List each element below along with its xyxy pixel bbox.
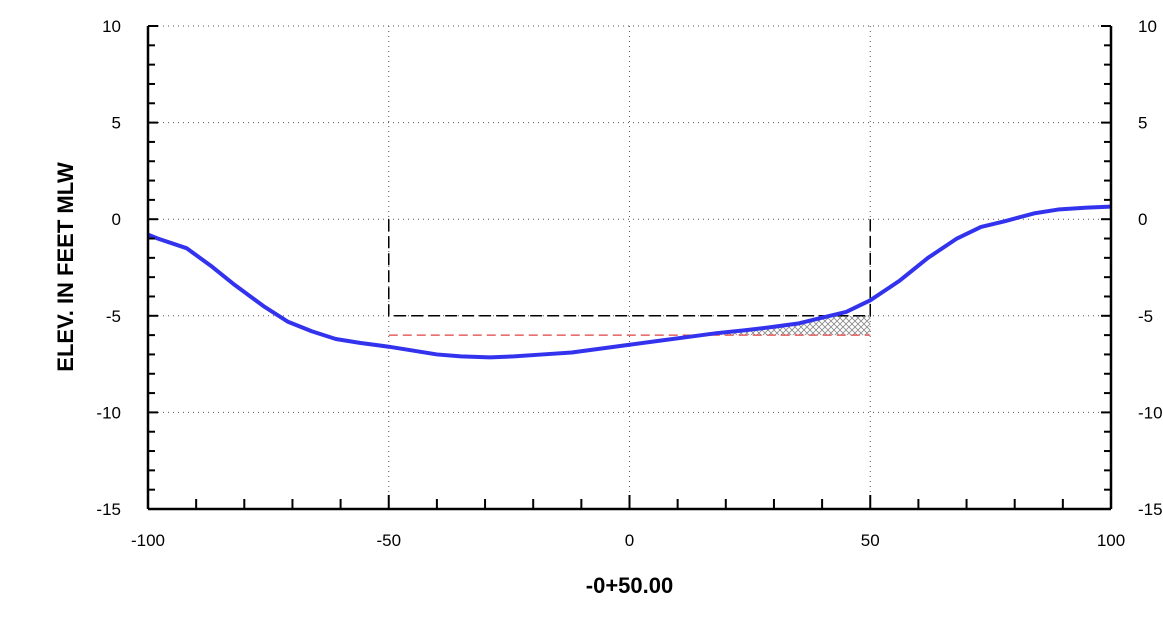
y-tick-label-left: -5 <box>106 307 121 326</box>
axes <box>146 25 1113 511</box>
x-tick-label: 50 <box>861 531 880 550</box>
y-tick-label-right: -5 <box>1138 307 1153 326</box>
x-tick-label: -100 <box>131 531 165 550</box>
y-tick-label-left: -10 <box>96 403 121 422</box>
y-tick-label-right: -15 <box>1138 500 1163 519</box>
survey-profile-line <box>148 204 1111 360</box>
y-tick-label-right: 5 <box>1138 114 1147 133</box>
y-tick-label-left: 5 <box>112 114 121 133</box>
x-tick-label: 0 <box>625 531 634 550</box>
plot-area <box>148 204 1111 360</box>
y-axis-title: ELEV. IN FEET MLW <box>53 162 78 372</box>
y-tick-label-left: -15 <box>96 500 121 519</box>
x-tick-label: 100 <box>1097 531 1125 550</box>
y-tick-label-left: 0 <box>112 210 121 229</box>
grid-lines <box>148 25 1111 509</box>
x-axis-title: -0+50.00 <box>586 573 673 598</box>
y-tick-label-left: 10 <box>102 17 121 36</box>
y-tick-label-right: 0 <box>1138 210 1147 229</box>
x-tick-label: -50 <box>376 531 401 550</box>
y-tick-label-right: 10 <box>1138 17 1157 36</box>
y-tick-label-right: -10 <box>1138 403 1163 422</box>
